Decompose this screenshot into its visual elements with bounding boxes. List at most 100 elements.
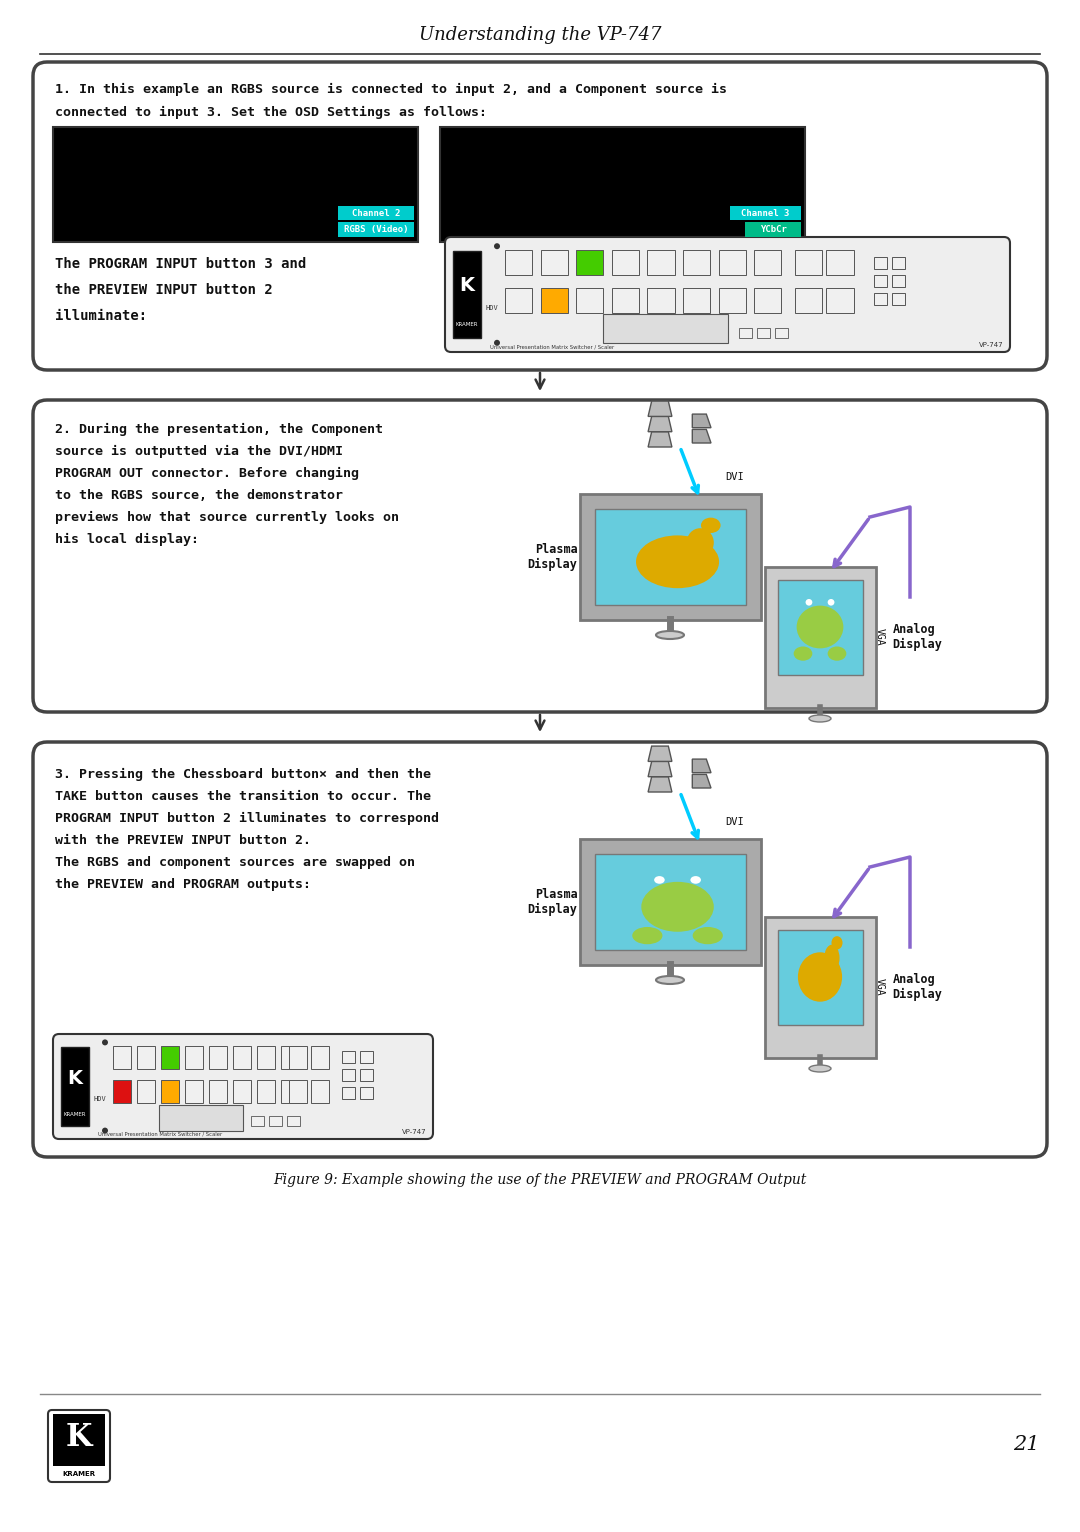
- Bar: [338, 205, 414, 221]
- Bar: [826, 288, 853, 313]
- Bar: [541, 250, 568, 274]
- Text: TAKE button causes the transition to occur. The: TAKE button causes the transition to occ…: [55, 789, 431, 803]
- Ellipse shape: [809, 1065, 831, 1072]
- Text: PROGRAM OUT connector. Before changing: PROGRAM OUT connector. Before changing: [55, 466, 359, 480]
- Text: connected to input 3. Set the OSD Settings as follows:: connected to input 3. Set the OSD Settin…: [55, 106, 487, 118]
- Text: VP-747: VP-747: [980, 342, 1004, 348]
- Polygon shape: [648, 401, 672, 417]
- Bar: [440, 127, 805, 242]
- Text: KRAMER: KRAMER: [63, 1471, 95, 1477]
- Text: VP-747: VP-747: [403, 1129, 427, 1135]
- Text: 21: 21: [1013, 1434, 1040, 1454]
- Text: K: K: [67, 1069, 82, 1088]
- Bar: [745, 222, 801, 237]
- FancyBboxPatch shape: [48, 1409, 110, 1481]
- Text: previews how that source currently looks on: previews how that source currently looks…: [55, 510, 399, 524]
- Text: Figure 9: Example showing the use of the PREVIEW and PROGRAM Output: Figure 9: Example showing the use of the…: [273, 1174, 807, 1187]
- Bar: [208, 1045, 227, 1069]
- Bar: [718, 288, 745, 313]
- Ellipse shape: [824, 945, 839, 971]
- Text: to the RGBS source, the demonstrator: to the RGBS source, the demonstrator: [55, 489, 343, 501]
- Bar: [185, 1080, 203, 1103]
- FancyBboxPatch shape: [33, 400, 1047, 712]
- Bar: [754, 250, 781, 274]
- Bar: [541, 288, 568, 313]
- FancyBboxPatch shape: [765, 567, 876, 708]
- Bar: [647, 288, 675, 313]
- Text: Channel 3: Channel 3: [741, 208, 789, 218]
- Polygon shape: [692, 758, 711, 772]
- Bar: [269, 1117, 282, 1126]
- Ellipse shape: [692, 927, 723, 944]
- Text: The PROGRAM INPUT button 3 and: The PROGRAM INPUT button 3 and: [55, 257, 307, 271]
- Bar: [730, 205, 801, 221]
- Bar: [341, 1088, 355, 1100]
- Polygon shape: [648, 761, 672, 777]
- Bar: [875, 293, 888, 305]
- Ellipse shape: [632, 927, 662, 944]
- Bar: [453, 251, 481, 337]
- Polygon shape: [648, 417, 672, 432]
- Bar: [113, 1045, 132, 1069]
- FancyBboxPatch shape: [580, 493, 760, 620]
- Bar: [892, 257, 905, 270]
- Ellipse shape: [827, 647, 847, 660]
- Text: 3. Pressing the Chessboard button⨯ and then the: 3. Pressing the Chessboard button⨯ and t…: [55, 768, 431, 780]
- FancyBboxPatch shape: [765, 916, 876, 1057]
- Bar: [774, 328, 787, 339]
- Text: Universal Presentation Matrix Switcher / Scaler: Universal Presentation Matrix Switcher /…: [98, 1131, 222, 1137]
- Bar: [281, 1080, 299, 1103]
- Bar: [739, 328, 752, 339]
- Ellipse shape: [827, 599, 835, 605]
- Bar: [577, 288, 604, 313]
- Bar: [594, 509, 745, 605]
- Bar: [60, 1048, 89, 1126]
- Bar: [778, 579, 863, 674]
- Bar: [281, 1045, 299, 1069]
- Text: VGA: VGA: [875, 979, 885, 996]
- FancyBboxPatch shape: [580, 840, 760, 965]
- Bar: [360, 1069, 373, 1082]
- Text: HDV: HDV: [485, 305, 498, 311]
- Text: VGA: VGA: [875, 628, 885, 647]
- Bar: [594, 853, 745, 950]
- Text: DVI: DVI: [725, 472, 744, 483]
- FancyBboxPatch shape: [53, 1034, 433, 1138]
- Ellipse shape: [656, 976, 684, 984]
- Text: Analog
Display: Analog Display: [892, 973, 943, 1000]
- Bar: [611, 250, 639, 274]
- Ellipse shape: [656, 631, 684, 639]
- Bar: [892, 293, 905, 305]
- Bar: [53, 127, 418, 242]
- Bar: [611, 288, 639, 313]
- Circle shape: [494, 244, 500, 250]
- Ellipse shape: [690, 876, 701, 884]
- Text: K: K: [66, 1422, 92, 1452]
- Bar: [718, 250, 745, 274]
- Bar: [338, 222, 414, 237]
- Bar: [683, 250, 710, 274]
- Ellipse shape: [701, 518, 720, 533]
- Bar: [778, 930, 863, 1025]
- Circle shape: [494, 340, 500, 346]
- Bar: [892, 276, 905, 286]
- Text: KRAMER: KRAMER: [64, 1112, 86, 1117]
- Bar: [757, 328, 770, 339]
- Text: HDV: HDV: [93, 1095, 106, 1102]
- FancyBboxPatch shape: [33, 741, 1047, 1157]
- Polygon shape: [692, 429, 711, 443]
- Text: PROGRAM INPUT button 2 illuminates to correspond: PROGRAM INPUT button 2 illuminates to co…: [55, 812, 438, 824]
- Ellipse shape: [794, 647, 812, 660]
- Bar: [360, 1051, 373, 1063]
- Bar: [137, 1080, 156, 1103]
- FancyBboxPatch shape: [33, 61, 1047, 371]
- Text: KRAMER: KRAMER: [456, 322, 478, 328]
- Ellipse shape: [832, 936, 842, 950]
- Bar: [577, 250, 604, 274]
- Circle shape: [102, 1039, 108, 1045]
- Text: 1. In this example an RGBS source is connected to input 2, and a Component sourc: 1. In this example an RGBS source is con…: [55, 83, 727, 95]
- Bar: [341, 1051, 355, 1063]
- Text: Analog
Display: Analog Display: [892, 624, 943, 651]
- Bar: [113, 1080, 132, 1103]
- Bar: [251, 1117, 264, 1126]
